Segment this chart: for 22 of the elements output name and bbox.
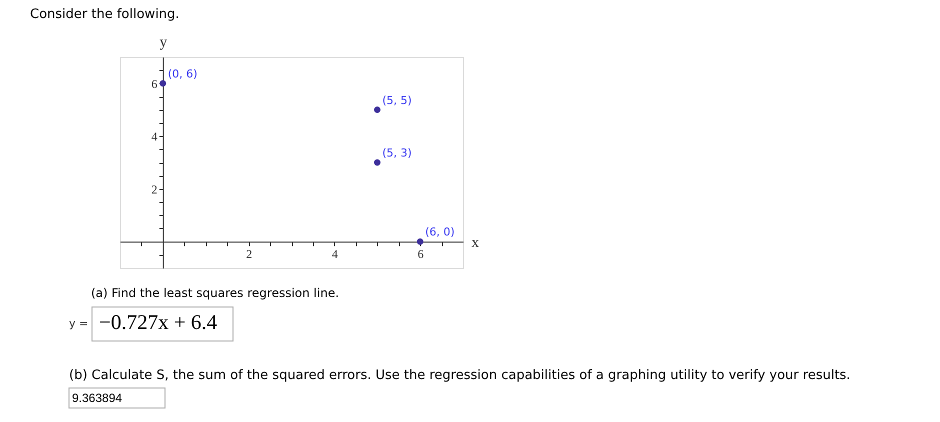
annotation: (0, 6) [168, 67, 198, 80]
y-tick-label: 6 [151, 76, 158, 91]
point [416, 238, 424, 245]
annotation: (5, 5) [382, 94, 412, 107]
chart-title: Consider the following. [30, 7, 180, 22]
point [160, 80, 166, 87]
x-tick-label: 6 [418, 247, 424, 262]
text: (b) Calculate S, the sum of the squared errors. Use the regression capabilities of a graphing utility to verify your results. [69, 368, 850, 383]
y-tick-label: 4 [151, 130, 158, 144]
text: (a) Find the least squares regression line. [91, 286, 340, 300]
text: y = [69, 317, 88, 330]
annotation: (6, 0) [425, 226, 455, 239]
x-tick-label: 4 [332, 247, 338, 262]
x-axis-title: x [472, 235, 480, 252]
x-tick-label: 2 [246, 247, 252, 262]
point [374, 159, 380, 166]
y-tick-label: 2 [151, 182, 158, 196]
point [374, 106, 380, 113]
text: −0.727x + 6.4 [99, 310, 218, 334]
annotation: (5, 3) [382, 146, 412, 160]
text: 9.363894 [72, 391, 122, 405]
y-axis-title: y [160, 34, 168, 50]
